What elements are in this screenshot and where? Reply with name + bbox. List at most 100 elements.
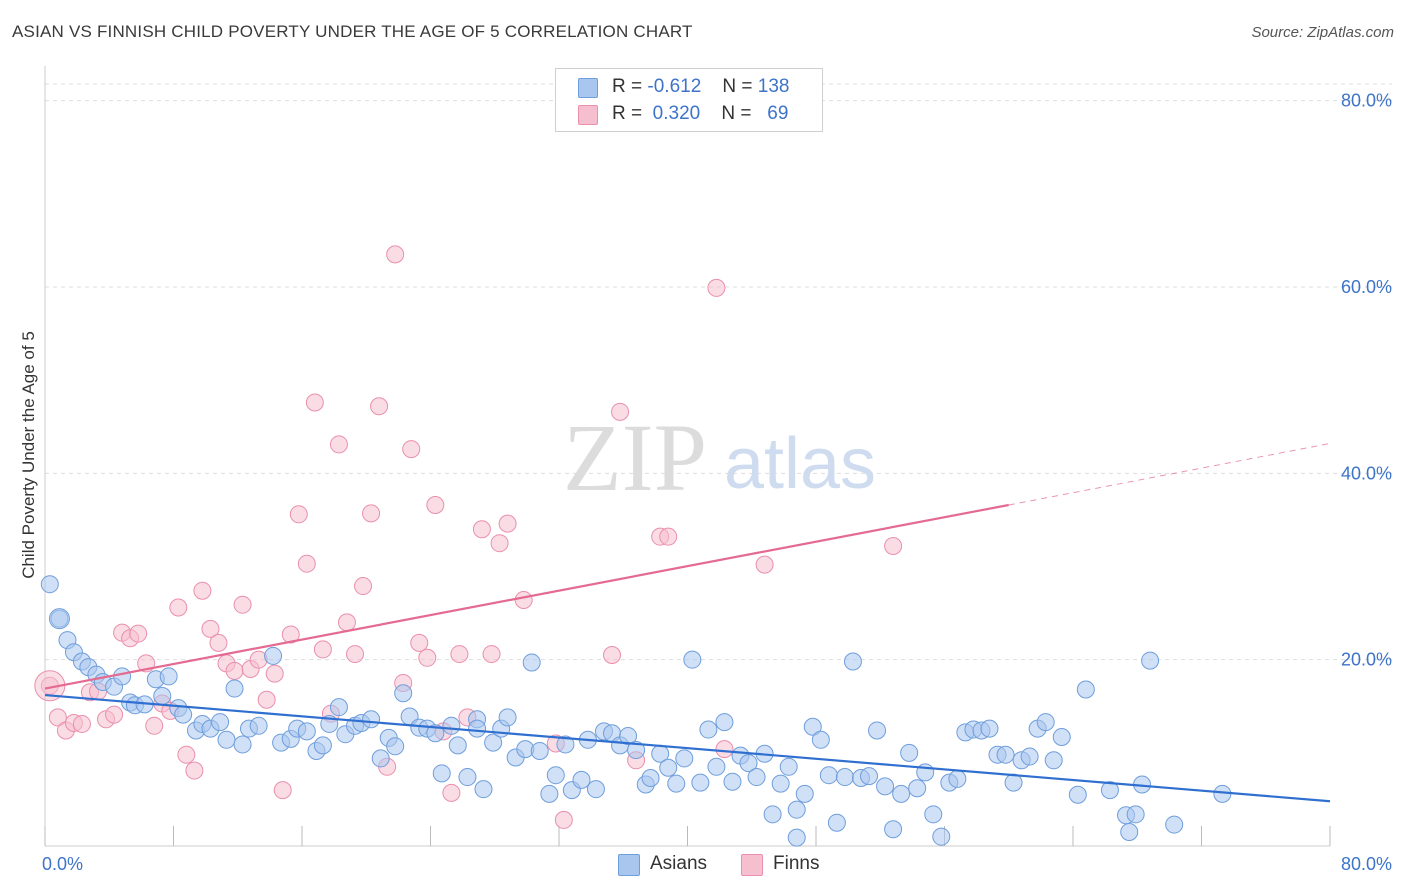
asians-point [1076, 680, 1095, 699]
finns-point [201, 619, 220, 638]
finns-point [48, 708, 67, 727]
finns-point [426, 495, 445, 514]
asians-point [386, 737, 405, 756]
asians-point [980, 719, 999, 738]
finns-point [72, 714, 91, 733]
finns-point [337, 613, 356, 632]
asians-point [843, 652, 862, 671]
asians-point [683, 650, 702, 669]
finns-legend-swatch [741, 854, 763, 876]
legend-r-label: R = [612, 103, 643, 124]
asians-point [1141, 651, 1160, 670]
asians-point [426, 724, 445, 743]
asians-point [771, 774, 790, 793]
asians-point [667, 774, 686, 793]
asians-point [763, 805, 782, 824]
asians-point [876, 777, 895, 796]
finns-point [281, 625, 300, 644]
asians-legend-label: Asians [650, 853, 708, 874]
source-note: Source: ZipAtlas.com [1251, 24, 1394, 41]
finns-point [707, 278, 726, 297]
finns-point [554, 810, 573, 829]
asians-point [723, 772, 742, 791]
asians-point [1044, 751, 1063, 770]
y-tick-label: 80.0% [1341, 91, 1392, 111]
asians-point [860, 767, 879, 786]
finns-point [603, 646, 622, 664]
asians-point [641, 768, 660, 787]
watermark-zip: ZIP [563, 404, 707, 511]
asians-point [1100, 781, 1119, 800]
y-tick-label: 20.0% [1341, 650, 1392, 670]
asians-point [362, 710, 381, 729]
legend-r-label: R = [612, 76, 643, 97]
asians-point [1165, 815, 1184, 834]
watermark: ZIP atlas [563, 404, 876, 511]
asians-point [908, 779, 927, 798]
asians-point [795, 784, 814, 803]
asians-point [699, 720, 718, 739]
finns-swatch [578, 105, 598, 125]
legend-n-label: N = [722, 76, 753, 97]
finns-point [105, 705, 124, 724]
x-tick-label: 0.0% [42, 854, 83, 874]
finns-point [225, 661, 244, 680]
finns-trend-extension [1008, 443, 1331, 506]
asians-point [484, 733, 503, 752]
asians-point [803, 717, 822, 736]
asians-point [948, 769, 967, 788]
finns-point [297, 554, 316, 573]
asians-point [787, 828, 806, 847]
asians-point [707, 757, 726, 776]
asians-point [827, 813, 846, 832]
finns-point [884, 536, 903, 555]
asians-point [174, 705, 193, 724]
finns-point [755, 555, 774, 574]
finns-trend-line [44, 503, 1009, 690]
asians-point [586, 780, 605, 799]
finns-point [418, 648, 437, 667]
asians-point [371, 749, 390, 768]
asians-point [468, 719, 487, 738]
finns-point [354, 577, 373, 596]
finns-point [177, 745, 196, 764]
finns-point [329, 435, 348, 454]
asians-point [474, 780, 493, 799]
finns-point [410, 633, 429, 652]
legend-n-value-finns: 69 [767, 103, 789, 124]
finns-points [34, 245, 903, 829]
axes [44, 66, 1331, 847]
finns-point [265, 664, 284, 683]
asians-point [691, 773, 710, 792]
asians-point [924, 805, 943, 824]
finns-point [185, 761, 204, 780]
finns-point [490, 534, 509, 553]
asians-point [779, 757, 798, 776]
finns-point [193, 581, 212, 600]
finns-point [145, 716, 164, 735]
asians-legend-swatch [618, 854, 640, 876]
y-tick-label: 40.0% [1341, 463, 1392, 483]
finns-point [659, 527, 678, 546]
x-tick-label: 80.0% [1341, 854, 1392, 874]
finns-point [169, 598, 188, 617]
finns-point [498, 514, 517, 533]
asians-point [892, 784, 911, 803]
y-tick-label: 60.0% [1341, 277, 1392, 297]
asians-point [747, 768, 766, 787]
asians-point [787, 800, 806, 819]
finns-point [129, 624, 148, 643]
asians-point [1020, 747, 1039, 766]
legend-r-value-asians: -0.612 [647, 76, 702, 97]
asians-point [297, 722, 316, 741]
asians-point [627, 741, 646, 760]
asians-point [530, 741, 549, 760]
finns-legend-label: Finns [773, 853, 820, 874]
finns-point [209, 633, 228, 652]
asians-swatch [578, 78, 598, 98]
finns-point [450, 645, 469, 664]
asians-point [819, 766, 838, 785]
asians-point [540, 784, 559, 803]
asians-point [715, 713, 734, 732]
asians-point [217, 730, 236, 749]
